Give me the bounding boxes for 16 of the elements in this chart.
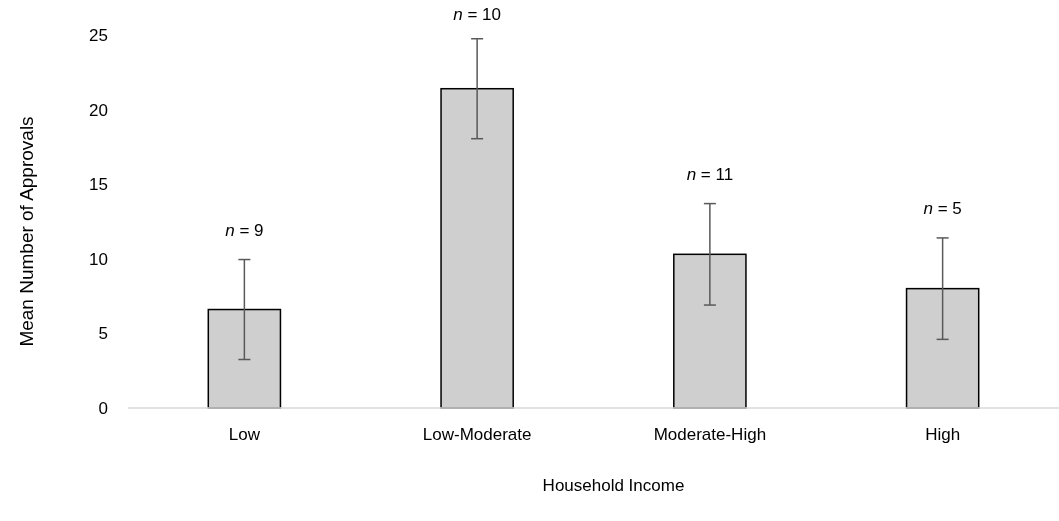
y-tick-label: 10 — [89, 249, 108, 269]
y-tick-label: 25 — [89, 25, 108, 45]
x-tick-label: Low — [228, 425, 261, 444]
y-axis-title: Mean Number of Approvals — [16, 116, 37, 347]
y-tick-label: 5 — [98, 324, 108, 344]
y-tick-label: 15 — [89, 175, 108, 195]
x-axis-title: Household Income — [542, 476, 685, 495]
x-tick-label: Moderate-High — [653, 425, 767, 444]
annotation: n = 5 — [923, 198, 962, 218]
text: n = 10 — [453, 5, 502, 24]
x-tick-label: High — [925, 425, 961, 444]
annotation: n = 9 — [225, 220, 264, 240]
annotation: n = 11 — [686, 164, 734, 184]
y-tick-label: 20 — [89, 100, 108, 120]
y-tick-label: 0 — [98, 398, 108, 418]
x-tick-label: Low-Moderate — [422, 425, 532, 444]
